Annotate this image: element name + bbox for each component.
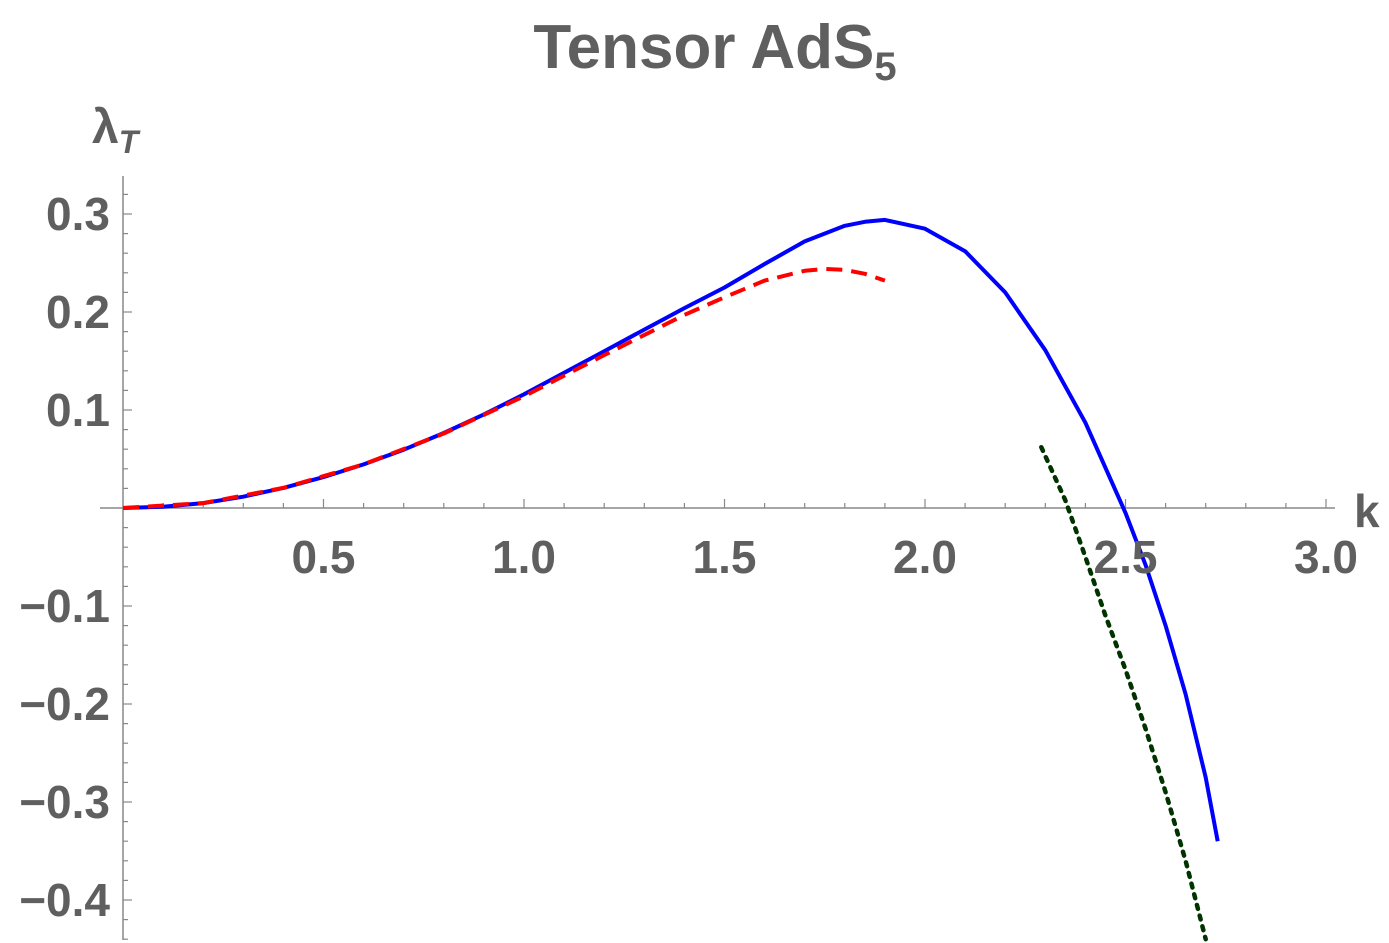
x-tick-label: 1.0 bbox=[492, 531, 556, 583]
x-axis-label: k bbox=[1354, 485, 1380, 537]
x-tick-label: 2.0 bbox=[893, 531, 957, 583]
chart-title-subscript: 5 bbox=[874, 45, 896, 89]
chart-title: Tensor AdS5 bbox=[533, 13, 896, 89]
y-tick-label: 0.2 bbox=[46, 286, 110, 338]
y-axis-label-subscript: T bbox=[119, 124, 141, 160]
series-line-solid bbox=[122, 217, 1220, 842]
y-axis-label: λT bbox=[92, 101, 141, 160]
chart-title-main: Tensor AdS bbox=[533, 13, 874, 82]
tick-label-layer: 0.5 1.0 1.5 2.0 2.5 3.0 −0.4 −0.3 −0.2 −0.1 0.1 0.2… bbox=[19, 188, 1358, 926]
x-tick-label: 0.5 bbox=[292, 531, 356, 583]
y-axis-label-main: λ bbox=[92, 101, 119, 154]
y-tick-label: 0.3 bbox=[46, 188, 110, 240]
axes bbox=[100, 176, 1335, 940]
x-tick-label: 3.0 bbox=[1294, 531, 1358, 583]
series-layer bbox=[122, 217, 1220, 942]
y-tick-label: −0.2 bbox=[19, 678, 110, 730]
y-tick-label: 0.1 bbox=[46, 384, 110, 436]
series-line-dashed bbox=[122, 266, 886, 510]
y-tick-label: −0.1 bbox=[19, 580, 110, 632]
x-tick-label: 2.5 bbox=[1094, 531, 1158, 583]
y-tick-label: −0.3 bbox=[19, 776, 110, 828]
series-line-dotted bbox=[1039, 444, 1208, 942]
x-tick-label: 1.5 bbox=[693, 531, 757, 583]
y-tick-label: −0.4 bbox=[19, 874, 110, 926]
